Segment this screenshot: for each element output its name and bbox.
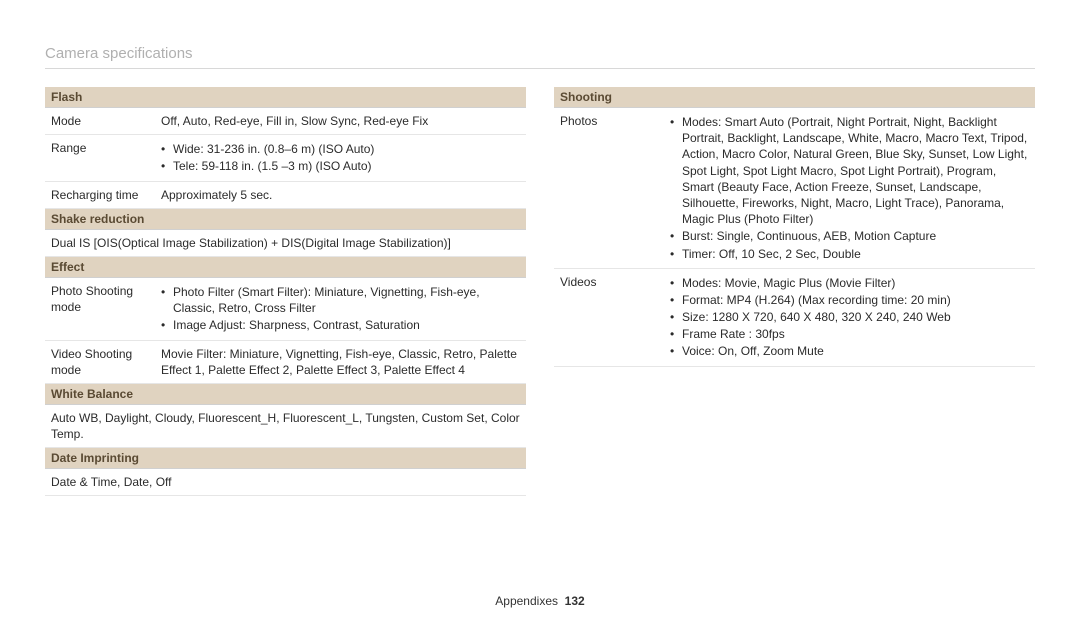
section-flash: Flash xyxy=(45,87,526,108)
table-row: Date & Time, Date, Off xyxy=(45,469,526,496)
table-row: Photo Shooting mode Photo Filter (Smart … xyxy=(45,277,526,340)
list-item: Tele: 59-118 in. (1.5 –3 m) (ISO Auto) xyxy=(161,158,520,174)
list-item: Image Adjust: Sharpness, Contrast, Satur… xyxy=(161,317,520,333)
section-wb: White Balance xyxy=(45,383,526,404)
flash-mode-label: Mode xyxy=(45,108,155,135)
shooting-videos-value: Modes: Movie, Magic Plus (Movie Filter) … xyxy=(664,268,1035,366)
list-item: Timer: Off, 10 Sec, 2 Sec, Double xyxy=(670,246,1029,262)
table-row: Video Shooting mode Movie Filter: Miniat… xyxy=(45,340,526,383)
table-row: Recharging time Approximately 5 sec. xyxy=(45,181,526,208)
flash-recharge-value: Approximately 5 sec. xyxy=(155,181,526,208)
flash-range-label: Range xyxy=(45,135,155,181)
effect-video-value: Movie Filter: Miniature, Vignetting, Fis… xyxy=(155,340,526,383)
shooting-photos-value: Modes: Smart Auto (Portrait, Night Portr… xyxy=(664,108,1035,269)
section-shake: Shake reduction xyxy=(45,208,526,229)
section-shooting: Shooting xyxy=(554,87,1035,108)
list-item: Modes: Movie, Magic Plus (Movie Filter) xyxy=(670,275,1029,291)
table-row: Photos Modes: Smart Auto (Portrait, Nigh… xyxy=(554,108,1035,269)
list-item: Voice: On, Off, Zoom Mute xyxy=(670,343,1029,359)
left-column: Flash Mode Off, Auto, Red-eye, Fill in, … xyxy=(45,87,526,496)
shooting-photos-label: Photos xyxy=(554,108,664,269)
table-row: Dual IS [OIS(Optical Image Stabilization… xyxy=(45,229,526,256)
right-column: Shooting Photos Modes: Smart Auto (Portr… xyxy=(554,87,1035,496)
page-title: Camera specifications xyxy=(45,45,1035,62)
list-item: Modes: Smart Auto (Portrait, Night Portr… xyxy=(670,114,1029,227)
title-rule xyxy=(45,68,1035,69)
flash-recharge-label: Recharging time xyxy=(45,181,155,208)
list-item: Photo Filter (Smart Filter): Miniature, … xyxy=(161,284,520,316)
section-date: Date Imprinting xyxy=(45,448,526,469)
page-footer: Appendixes 132 xyxy=(0,594,1080,608)
effect-photo-label: Photo Shooting mode xyxy=(45,277,155,340)
table-row: Range Wide: 31-236 in. (0.8–6 m) (ISO Au… xyxy=(45,135,526,181)
content-columns: Flash Mode Off, Auto, Red-eye, Fill in, … xyxy=(45,87,1035,496)
flash-range-value: Wide: 31-236 in. (0.8–6 m) (ISO Auto) Te… xyxy=(155,135,526,181)
footer-page-number: 132 xyxy=(565,594,585,608)
effect-video-label: Video Shooting mode xyxy=(45,340,155,383)
table-row: Auto WB, Daylight, Cloudy, Fluorescent_H… xyxy=(45,404,526,447)
list-item: Frame Rate : 30fps xyxy=(670,326,1029,342)
shake-value: Dual IS [OIS(Optical Image Stabilization… xyxy=(45,229,526,256)
spec-table-left: Flash Mode Off, Auto, Red-eye, Fill in, … xyxy=(45,87,526,496)
flash-mode-value: Off, Auto, Red-eye, Fill in, Slow Sync, … xyxy=(155,108,526,135)
effect-photo-value: Photo Filter (Smart Filter): Miniature, … xyxy=(155,277,526,340)
table-row: Videos Modes: Movie, Magic Plus (Movie F… xyxy=(554,268,1035,366)
wb-value: Auto WB, Daylight, Cloudy, Fluorescent_H… xyxy=(45,404,526,447)
section-effect: Effect xyxy=(45,256,526,277)
spec-table-right: Shooting Photos Modes: Smart Auto (Portr… xyxy=(554,87,1035,367)
date-value: Date & Time, Date, Off xyxy=(45,469,526,496)
list-item: Wide: 31-236 in. (0.8–6 m) (ISO Auto) xyxy=(161,141,520,157)
list-item: Format: MP4 (H.264) (Max recording time:… xyxy=(670,292,1029,308)
table-row: Mode Off, Auto, Red-eye, Fill in, Slow S… xyxy=(45,108,526,135)
list-item: Burst: Single, Continuous, AEB, Motion C… xyxy=(670,228,1029,244)
shooting-videos-label: Videos xyxy=(554,268,664,366)
list-item: Size: 1280 X 720, 640 X 480, 320 X 240, … xyxy=(670,309,1029,325)
footer-label: Appendixes xyxy=(495,594,558,608)
